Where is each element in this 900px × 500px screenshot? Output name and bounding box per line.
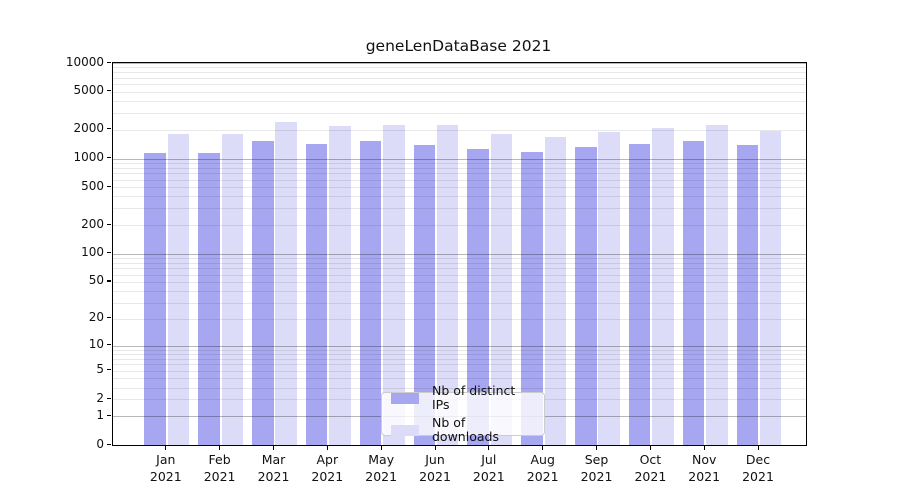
- y-tick-label-10000: 10000: [65, 54, 104, 69]
- x-tick-label-nov: Nov 2021: [688, 452, 721, 484]
- gridline-7000: [113, 77, 806, 79]
- x-tick-label-apr: Apr 2021: [311, 452, 344, 484]
- y-tick-label-0: 0: [96, 436, 104, 451]
- bar-downloads-sep: [598, 132, 620, 445]
- gridline-6000: [113, 84, 806, 86]
- bar-distinct-ips-mar: [252, 141, 274, 445]
- bar-distinct-ips-jun: [413, 144, 436, 445]
- x-tick-oct: [649, 446, 652, 450]
- bar-distinct-ips-feb: [198, 153, 220, 445]
- y-tick-label-2: 2: [96, 390, 104, 405]
- y-tick-100: [107, 252, 111, 254]
- bar-distinct-ips-apr: [305, 143, 328, 445]
- y-tick-50: [107, 280, 111, 282]
- x-tick-label-jan: Jan 2021: [149, 452, 182, 484]
- y-tick-200: [107, 223, 111, 225]
- legend-label-downloads: Nb of downloads: [432, 415, 499, 444]
- x-tick-label-mar: Mar 2021: [257, 452, 290, 484]
- x-tick-apr: [326, 446, 328, 450]
- x-tick-jan: [165, 446, 167, 450]
- bar-downloads-dec: [759, 130, 782, 445]
- y-tick-2: [107, 397, 111, 400]
- legend-item-downloads: Nb of downloads: [391, 416, 535, 444]
- x-tick-feb: [219, 446, 221, 450]
- gridline-4000: [113, 101, 806, 102]
- y-tick-label-10: 10: [88, 337, 104, 351]
- y-tick-10000: [107, 61, 111, 63]
- legend: Nb of distinct IPs Nb of downloads: [381, 384, 545, 444]
- x-tick-jul: [488, 446, 490, 450]
- x-tick-may: [380, 446, 382, 450]
- bar-downloads-aug: [544, 137, 567, 445]
- bar-distinct-ips-sep: [575, 147, 597, 445]
- y-tick-1000: [107, 157, 111, 159]
- y-tick-label-5: 5: [96, 362, 104, 377]
- bar-downloads-mar: [275, 121, 297, 445]
- y-tick-500: [107, 185, 111, 187]
- y-tick-label-200: 200: [81, 216, 104, 231]
- bar-distinct-ips-dec: [736, 144, 759, 445]
- bar-distinct-ips-jul: [467, 149, 489, 445]
- plot-area: [112, 62, 807, 446]
- y-tick-label-1000: 1000: [73, 150, 104, 164]
- chart-title: geneLenDataBase 2021: [365, 37, 552, 55]
- y-tick-5: [107, 369, 111, 371]
- y-tick-2000: [107, 128, 111, 130]
- y-tick-1: [107, 414, 111, 416]
- gridline-10000: [113, 63, 806, 64]
- gridline-3000: [113, 112, 806, 114]
- legend-swatch-downloads: [391, 424, 419, 436]
- bar-downloads-oct: [652, 128, 674, 445]
- x-tick-label-oct: Oct 2021: [634, 452, 667, 484]
- y-tick-10: [107, 344, 111, 346]
- bar-downloads-may: [383, 124, 405, 445]
- x-tick-label-dec: Dec 2021: [742, 452, 774, 484]
- x-tick-label-jun: Jun 2021: [419, 452, 451, 484]
- gridline-5000: [113, 91, 806, 93]
- y-tick-label-5000: 5000: [73, 83, 104, 98]
- x-tick-label-sep: Sep 2021: [580, 452, 613, 484]
- legend-item-distinct-ips: Nb of distinct IPs: [391, 384, 535, 412]
- y-tick-label-500: 500: [81, 178, 104, 193]
- x-tick-label-jul: Jul 2021: [472, 452, 505, 484]
- x-tick-dec: [757, 446, 759, 450]
- gridline-8000: [113, 72, 806, 74]
- bar-distinct-ips-aug: [521, 152, 543, 445]
- bar-downloads-feb: [221, 134, 244, 445]
- y-tick-label-2000: 2000: [73, 121, 104, 136]
- bar-downloads-jun: [436, 125, 459, 445]
- x-tick-jun: [434, 446, 436, 450]
- bar-distinct-ips-may: [359, 140, 382, 445]
- y-tick-20: [107, 317, 111, 319]
- x-tick-nov: [703, 446, 705, 450]
- gridline-9000: [113, 67, 806, 69]
- gridline-2000: [113, 129, 806, 131]
- legend-label-distinct-ips: Nb of distinct IPs: [432, 383, 516, 412]
- x-tick-mar: [273, 446, 275, 450]
- bar-distinct-ips-jan: [144, 152, 166, 445]
- x-tick-label-may: May 2021: [365, 452, 398, 484]
- bar-downloads-nov: [706, 125, 728, 445]
- x-tick-label-aug: Aug 2021: [526, 452, 559, 484]
- y-tick-0: [107, 443, 111, 445]
- x-tick-label-feb: Feb 2021: [203, 452, 236, 484]
- x-tick-sep: [596, 446, 598, 450]
- y-tick-label-50: 50: [88, 273, 104, 288]
- legend-swatch-distinct-ips: [391, 392, 419, 404]
- bar-downloads-jul: [490, 133, 513, 445]
- y-tick-label-100: 100: [81, 245, 104, 260]
- x-tick-aug: [542, 446, 544, 450]
- y-tick-5000: [107, 90, 111, 92]
- bar-downloads-jan: [167, 133, 190, 445]
- bar-downloads-apr: [329, 126, 351, 445]
- y-tick-label-1: 1: [96, 407, 104, 422]
- bar-distinct-ips-oct: [628, 144, 651, 445]
- bar-distinct-ips-nov: [682, 140, 705, 445]
- y-tick-label-20: 20: [88, 310, 104, 325]
